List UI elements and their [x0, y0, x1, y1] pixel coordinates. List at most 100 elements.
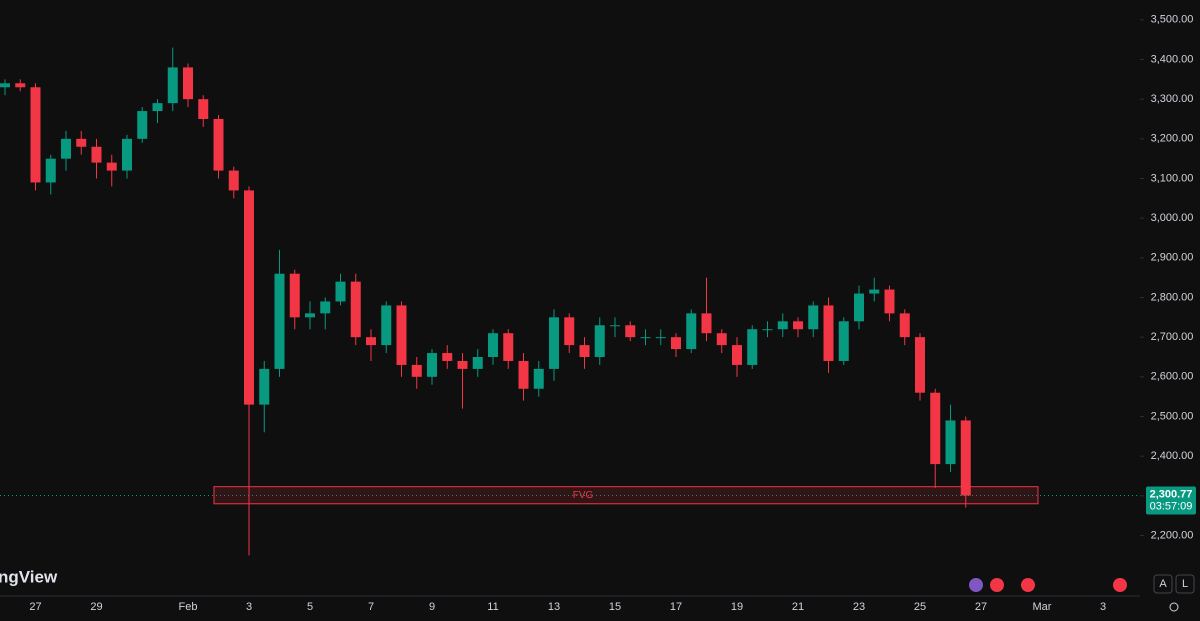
candle-body	[716, 333, 727, 346]
y-tick-label: 3,300.00	[1151, 93, 1194, 105]
y-tick-label: 2,700.00	[1151, 331, 1194, 343]
x-tick-label: 27	[29, 601, 41, 613]
event-icon[interactable]	[1021, 578, 1035, 592]
candle-body	[488, 333, 498, 357]
candle-body	[610, 325, 620, 327]
candle-body	[381, 305, 392, 346]
button[interactable]	[1175, 574, 1195, 594]
candle-body	[503, 333, 514, 361]
event-icon[interactable]	[969, 578, 983, 592]
x-tick-label: 11	[487, 601, 498, 613]
x-tick-label: 3	[246, 601, 252, 613]
candle-body	[869, 289, 880, 294]
x-tick-label: 13	[548, 601, 560, 613]
candle-body	[442, 353, 453, 361]
candle-body	[457, 360, 468, 369]
button-label[interactable]: L	[1182, 578, 1188, 590]
countdown: 03:57:09	[1150, 500, 1193, 512]
fvg-label: FVG	[573, 490, 594, 501]
candle-body	[945, 420, 956, 465]
candle-body	[411, 364, 422, 377]
candle-body	[899, 313, 910, 338]
candle-body	[45, 158, 56, 183]
candle-body	[960, 420, 971, 496]
candle-body	[701, 313, 712, 334]
candle-body	[533, 368, 544, 389]
x-tick-label: 27	[975, 601, 987, 613]
y-tick-label: 2,900.00	[1151, 252, 1194, 264]
candle-body	[915, 337, 925, 393]
x-tick-label: 23	[853, 601, 865, 613]
event-icon[interactable]	[1113, 578, 1127, 592]
candle-body	[655, 337, 666, 339]
candle-body	[884, 289, 895, 314]
y-tick-label: 3,000.00	[1151, 212, 1194, 224]
candle-body	[930, 392, 941, 465]
candle-body	[274, 273, 285, 369]
candle-body	[671, 337, 681, 350]
candle-body	[76, 138, 87, 147]
candle-body	[15, 83, 26, 88]
button[interactable]	[1153, 574, 1173, 594]
candle-body	[518, 360, 529, 389]
button-label[interactable]: A	[1159, 578, 1167, 590]
candle-body	[838, 321, 849, 361]
y-tick-label: 2,600.00	[1151, 371, 1194, 383]
y-tick-label: 2,800.00	[1151, 291, 1194, 303]
candle-body	[106, 162, 117, 171]
x-tick-label: 3	[1100, 601, 1106, 613]
candle-body	[777, 321, 788, 330]
candle-body	[564, 317, 575, 346]
y-tick-label: 3,200.00	[1151, 133, 1194, 145]
x-tick-label: 15	[609, 601, 621, 613]
watermark: ngView	[0, 567, 58, 586]
candle-body	[732, 345, 742, 365]
x-tick-label: 21	[792, 601, 804, 613]
candle-body	[0, 83, 10, 88]
y-tick-label: 2,200.00	[1151, 529, 1194, 541]
candle-body	[793, 321, 803, 330]
candle-body	[579, 345, 590, 357]
y-tick-label: 3,500.00	[1151, 14, 1194, 26]
candle-body	[30, 87, 41, 183]
y-tick-label: 3,400.00	[1151, 53, 1194, 65]
candle-body	[686, 313, 697, 350]
candle-body	[122, 138, 132, 171]
settings-icon[interactable]	[1169, 602, 1179, 612]
x-tick-label: Feb	[179, 601, 198, 613]
x-tick-label: 19	[731, 601, 743, 613]
candle-body	[244, 190, 254, 405]
x-tick-label: 25	[914, 601, 926, 613]
candle-body	[396, 305, 407, 365]
last-price-box	[1146, 486, 1196, 515]
candle-body	[320, 301, 331, 314]
x-tick-label: 17	[670, 601, 682, 613]
candle-body	[289, 273, 300, 318]
candle-body	[747, 329, 758, 365]
y-tick-label: 2,400.00	[1151, 450, 1194, 462]
candle-body	[183, 67, 193, 100]
candle-body	[167, 67, 178, 104]
y-tick-label: 2,500.00	[1151, 410, 1194, 422]
x-tick-label: 5	[307, 601, 313, 613]
event-icon[interactable]	[990, 578, 1004, 592]
candle-body	[198, 99, 209, 119]
x-tick-label: 29	[90, 601, 102, 613]
candle-body	[640, 337, 651, 339]
candle-body	[305, 313, 315, 318]
candle-body	[213, 119, 224, 171]
candle-body	[91, 146, 102, 163]
candle-body	[823, 305, 834, 361]
x-tick-label: 9	[429, 601, 435, 613]
last-price-label: 2,300.77	[1150, 488, 1193, 500]
candle-body	[762, 329, 773, 331]
candle-body	[594, 325, 605, 357]
candle-body	[472, 357, 483, 369]
candle-body	[549, 317, 559, 369]
candle-body	[61, 138, 71, 159]
x-tick-label: Mar	[1033, 601, 1052, 613]
candle-body	[259, 368, 270, 405]
candle-body	[335, 281, 346, 302]
candle-body	[152, 103, 163, 112]
